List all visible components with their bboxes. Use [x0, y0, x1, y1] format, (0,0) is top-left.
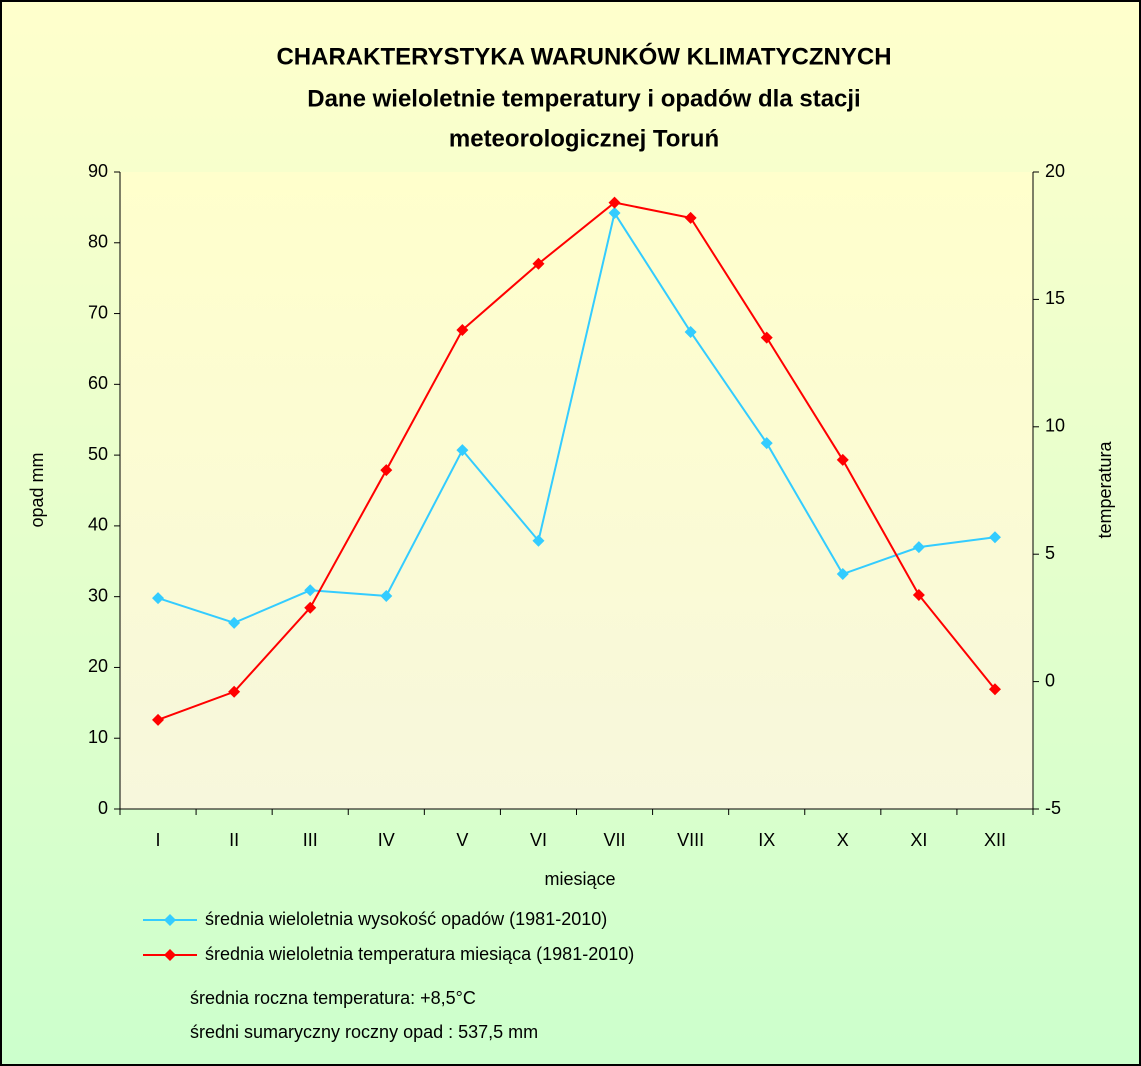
y2-tick-label: 10 [1045, 416, 1065, 436]
chart-title: Dane wieloletnie temperatury i opadów dl… [307, 85, 860, 112]
x-tick-label: VIII [677, 830, 704, 850]
x-tick-label: V [456, 830, 468, 850]
x-tick-label: X [837, 830, 849, 850]
point [380, 464, 393, 477]
x-tick-label: XI [910, 830, 927, 850]
note: średni sumaryczny roczny opad : 537,5 mm [190, 1022, 538, 1042]
point [304, 601, 317, 614]
point [228, 685, 241, 698]
point [304, 584, 317, 597]
point [228, 616, 241, 629]
point [152, 592, 165, 605]
legend-marker [164, 949, 176, 961]
legend-label: średnia wieloletnia wysokość opadów (198… [205, 909, 607, 929]
point [532, 257, 545, 270]
y2-tick-label: 20 [1045, 161, 1065, 181]
point [836, 453, 849, 466]
y-tick-label: 20 [88, 656, 108, 676]
plot-area [120, 172, 1033, 809]
note: średnia roczna temperatura: +8,5°C [190, 988, 476, 1008]
legend-label: średnia wieloletnia temperatura miesiąca… [205, 944, 634, 964]
point [456, 323, 469, 336]
y-tick-label: 90 [88, 161, 108, 181]
x-tick-label: VII [604, 830, 626, 850]
y-tick-label: 0 [98, 798, 108, 818]
y2-tick-label: 0 [1045, 670, 1055, 690]
x-tick-label: I [156, 830, 161, 850]
point [152, 713, 165, 726]
y-tick-label: 80 [88, 232, 108, 252]
chart-title: meteorologicznej Toruń [449, 125, 719, 152]
point [456, 444, 469, 457]
series-line [157, 210, 996, 624]
y2-tick-label: 5 [1045, 543, 1055, 563]
y-tick-label: 50 [88, 444, 108, 464]
y2-tick-label: -5 [1045, 798, 1061, 818]
y-tick-label: 40 [88, 515, 108, 535]
point [760, 437, 773, 450]
point [608, 196, 621, 209]
x-axis-label: miesiące [544, 869, 615, 889]
point [988, 683, 1001, 696]
point [532, 534, 545, 547]
point [760, 331, 773, 344]
point [836, 568, 849, 581]
x-tick-label: IX [758, 830, 775, 850]
y-tick-label: 70 [88, 302, 108, 322]
x-tick-label: IV [378, 830, 395, 850]
point [912, 541, 925, 554]
x-tick-label: III [303, 830, 318, 850]
x-tick-label: XII [984, 830, 1006, 850]
y-tick-label: 60 [88, 373, 108, 393]
x-tick-label: VI [530, 830, 547, 850]
series-line [157, 201, 996, 721]
point [988, 531, 1001, 544]
chart-title: CHARAKTERYSTYKA WARUNKÓW KLIMATYCZNYCH [276, 42, 891, 70]
point [380, 589, 393, 602]
y2-tick-label: 15 [1045, 288, 1065, 308]
y-tick-label: 10 [88, 727, 108, 747]
y-tick-label: 30 [88, 585, 108, 605]
legend-marker [164, 914, 176, 926]
point [608, 207, 621, 220]
x-tick-label: II [229, 830, 239, 850]
point [684, 325, 697, 338]
y2-axis-label: temperatura [1095, 440, 1115, 538]
point [684, 211, 697, 224]
y-axis-label: opad mm [27, 452, 47, 527]
point [912, 588, 925, 601]
